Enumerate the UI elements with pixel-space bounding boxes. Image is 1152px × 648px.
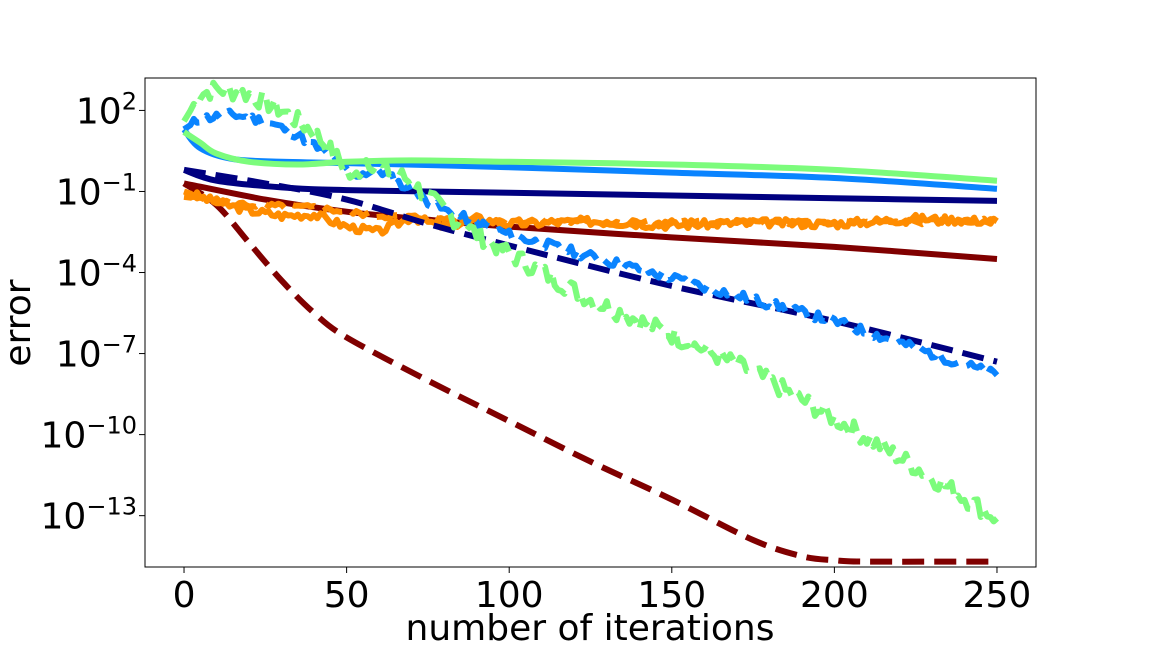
x-axis-ticks: 0 50 100 150 200 250 — [173, 567, 1032, 616]
y-tick-label: 10−1 — [56, 168, 137, 213]
series-line-blue-solid — [181, 127, 998, 192]
y-tick-base: 10 — [56, 172, 102, 213]
x-tick-label: 250 — [963, 575, 1032, 616]
x-tick-label: 0 — [173, 575, 196, 616]
y-tick-exponent: −4 — [102, 250, 137, 278]
y-tick-exponent: −1 — [102, 168, 137, 196]
x-tick-label: 50 — [324, 575, 370, 616]
y-axis-label: error — [0, 279, 39, 366]
x-tick-label: 200 — [800, 575, 869, 616]
y-tick-base: 10 — [56, 335, 102, 376]
y-tick-label: 10−4 — [56, 250, 137, 295]
series-line-green-solid — [182, 129, 998, 184]
series-line-darkred-dashed — [182, 180, 998, 565]
y-tick-base: 10 — [41, 497, 87, 538]
y-tick-exponent: 2 — [122, 87, 137, 115]
x-axis-label: number of iterations — [406, 608, 775, 648]
y-tick-base: 10 — [56, 254, 102, 295]
y-tick-exponent: −7 — [102, 331, 137, 359]
y-tick-label: 102 — [76, 87, 137, 132]
series-line-navy-solid — [182, 167, 998, 204]
y-tick-label: 10−7 — [56, 331, 137, 376]
series-layer — [181, 79, 1000, 565]
y-tick-base: 10 — [76, 91, 122, 132]
series-line-orange-dashed — [183, 193, 999, 229]
y-tick-exponent: −13 — [86, 493, 137, 521]
x-tick-label: 150 — [637, 575, 706, 616]
y-tick-label: 10−13 — [41, 493, 137, 538]
series-line-blue-dashed — [182, 107, 1000, 378]
x-tick-label: 100 — [475, 575, 544, 616]
series-line-green-dashed — [181, 79, 1000, 525]
plot-frame — [144, 77, 1037, 568]
y-tick-base: 10 — [41, 416, 87, 457]
y-tick-exponent: −10 — [86, 412, 137, 440]
y-tick-label: 10−10 — [41, 412, 137, 457]
